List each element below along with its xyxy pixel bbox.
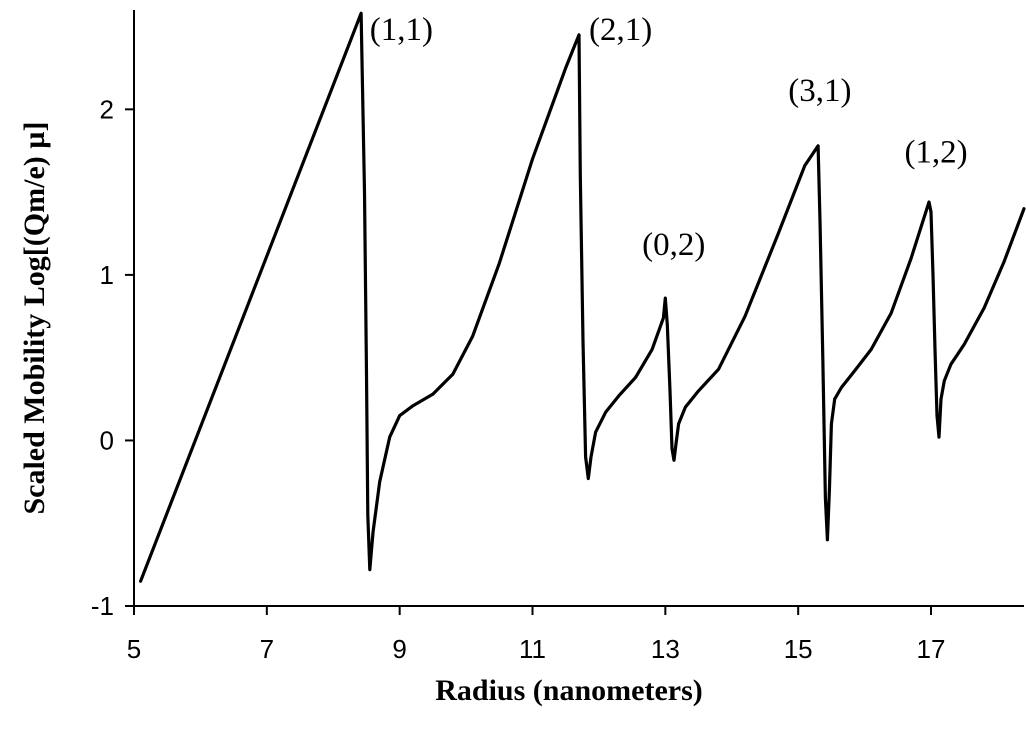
annotation-label: (1,1) (370, 12, 433, 48)
x-tick-label: 9 (392, 634, 406, 664)
annotation-label: (2,1) (589, 12, 652, 48)
y-tick-label: -1 (91, 591, 114, 621)
x-tick-label: 11 (519, 634, 546, 664)
x-tick-label: 7 (260, 634, 274, 664)
x-tick-label: 13 (651, 634, 680, 664)
series (139, 11, 1026, 583)
x-tick-label: 15 (784, 634, 813, 664)
x-tick-label: 5 (127, 634, 141, 664)
annotation-label: (1,2) (904, 134, 967, 170)
x-axis-title: Radius (nanometers) (435, 674, 703, 707)
y-tick-label: 2 (100, 94, 114, 124)
x-tick-label: 17 (917, 634, 946, 664)
y-tick-label: 1 (100, 260, 114, 290)
y-axis-title: Scaled Mobility Log[(Qm/e) µ] (18, 121, 51, 514)
annotation-label: (0,2) (642, 227, 705, 263)
ticks: -1 0 1 2 5 7 9 11 13 15 17 (91, 94, 946, 664)
series-line-1 (139, 11, 1026, 583)
annotation-label: (3,1) (788, 73, 851, 109)
y-tick-label: 0 (100, 425, 114, 455)
annotations: (1,1) (2,1) (0,2) (3,1) (1,2) (370, 12, 968, 263)
